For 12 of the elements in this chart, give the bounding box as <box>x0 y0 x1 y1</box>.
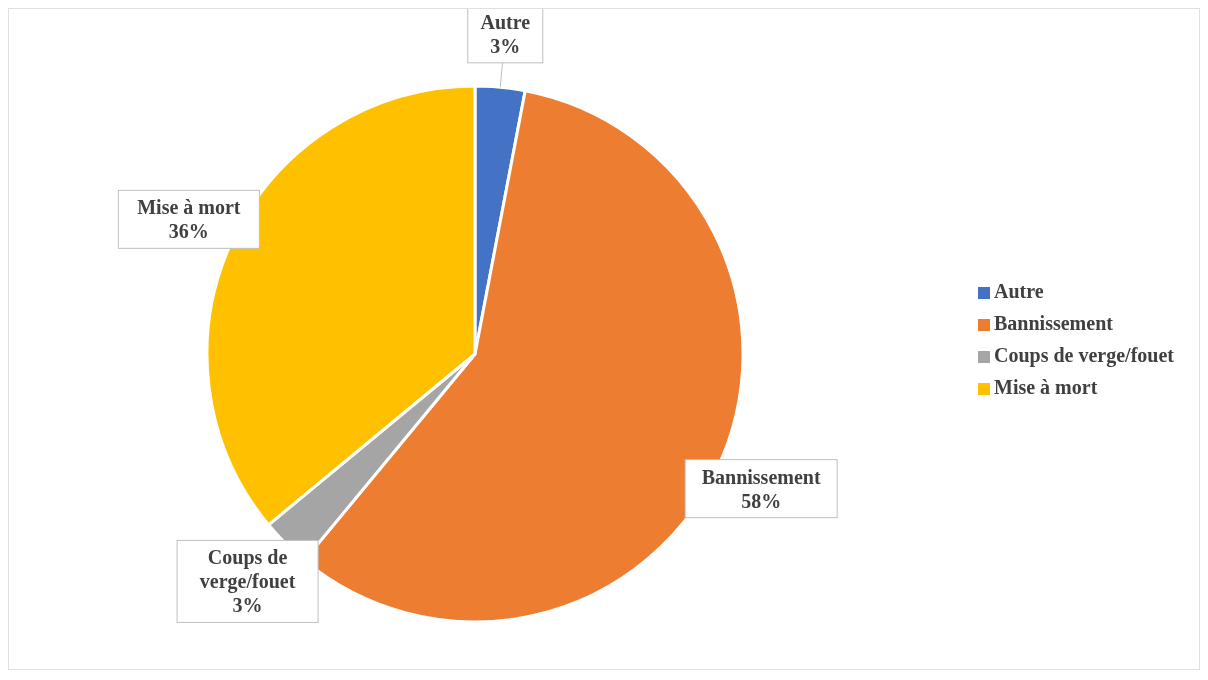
slice-label: Bannissement <box>701 465 821 488</box>
legend-label: Mise à mort <box>994 376 1098 398</box>
data-label: 58% <box>741 489 782 512</box>
slice-label: Mise à mort <box>137 196 241 219</box>
legend-label: Bannissement <box>994 312 1113 334</box>
slice-label: Coups de verge/fouet <box>199 546 296 594</box>
legend-label: Coups de verge/fouet <box>994 344 1174 366</box>
data-label: 3% <box>232 594 263 617</box>
legend-label: Autre <box>994 280 1044 302</box>
data-label: 3% <box>490 34 521 57</box>
data-label: 36% <box>168 220 209 243</box>
slice-label: Autre <box>480 10 531 33</box>
